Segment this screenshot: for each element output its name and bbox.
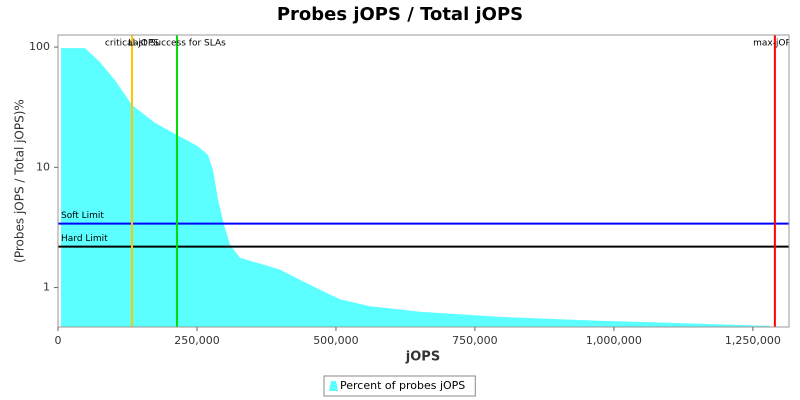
marker-label: Last Success for SLAs — [128, 39, 226, 49]
legend: Percent of probes jOPS — [323, 375, 476, 397]
y-tick-label: 100 — [29, 40, 50, 53]
chart-title: Probes jOPS / Total jOPS — [277, 4, 523, 25]
x-tick-label: 250,000 — [174, 334, 220, 347]
axes: 0 250,000 500,000 750,000 1,000,000 1,250,000… — [29, 40, 781, 347]
plot-border — [57, 34, 790, 328]
x-axis-label: jOPS — [405, 350, 440, 365]
marker-label: critical-jOPS — [105, 39, 159, 49]
y-tick-label: 10 — [36, 160, 50, 173]
limit-label: Soft Limit — [61, 211, 104, 221]
x-tick-label: 1,250,000 — [725, 334, 781, 347]
x-tick-label: 0 — [55, 334, 62, 347]
legend-item: Percent of probes jOPS — [329, 379, 465, 392]
legend-label: Percent of probes jOPS — [340, 379, 465, 392]
y-axis-label: (Probes jOPS / Total jOPS)% — [13, 99, 27, 263]
limit-label: Hard Limit — [61, 234, 108, 244]
legend-swatch — [329, 381, 338, 391]
marker-label: max-jOPS — [753, 39, 797, 49]
x-tick-label: 750,000 — [452, 334, 498, 347]
area — [61, 48, 770, 327]
legend-box — [323, 375, 476, 397]
x-tick-label: 500,000 — [313, 334, 359, 347]
x-tick-label: 1,000,000 — [586, 334, 642, 347]
y-tick-label: 1 — [43, 281, 50, 294]
